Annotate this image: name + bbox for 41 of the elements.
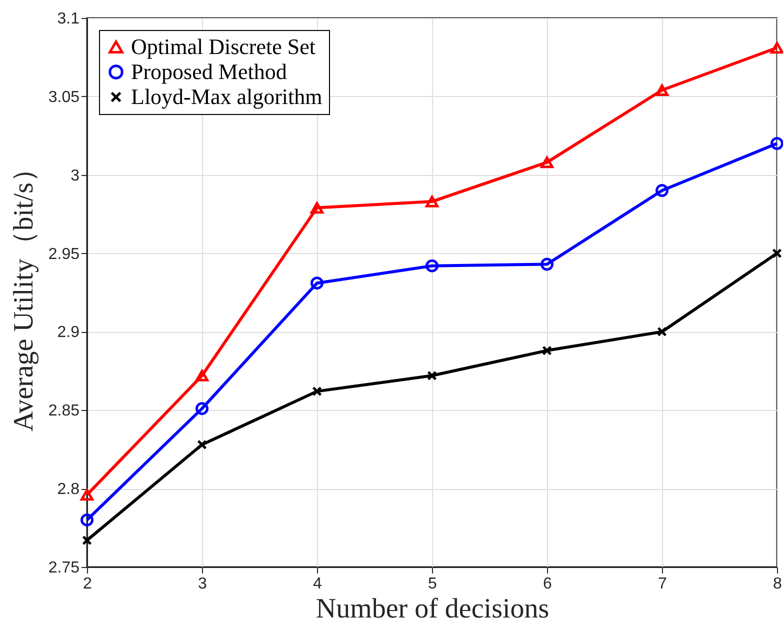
legend-label: Lloyd-Max algorithm	[131, 84, 322, 109]
point	[656, 184, 668, 198]
x-tick-label: 2	[83, 576, 92, 592]
point	[80, 513, 94, 526]
x-tick-label: 7	[658, 576, 668, 592]
point	[657, 326, 667, 337]
point	[310, 276, 324, 290]
point	[196, 402, 208, 416]
y-tick-label: 2.75	[48, 560, 80, 576]
x-tick-label: 4	[313, 576, 322, 592]
point	[770, 137, 783, 150]
x-tick-label: 8	[773, 576, 782, 592]
y-tick-label: 3.05	[48, 88, 80, 106]
point	[426, 196, 438, 208]
point	[310, 202, 324, 214]
point	[770, 42, 783, 54]
point	[772, 248, 782, 258]
point	[82, 535, 92, 546]
x-tick-label: 6	[543, 576, 552, 592]
x-tick-label: 5	[428, 576, 438, 592]
point	[427, 370, 437, 381]
y-tick-label: 2.9	[57, 324, 80, 342]
legend-label: Proposed Method	[131, 59, 287, 84]
point	[426, 259, 438, 272]
point	[656, 84, 668, 96]
point	[197, 440, 207, 450]
point	[542, 346, 552, 356]
point	[312, 386, 322, 396]
y-tick-label: 2.8	[57, 481, 80, 498]
y-tick-label: 3	[70, 167, 80, 184]
y-tick-label: 2.85	[48, 402, 80, 420]
y-axis-title: Average Utility（bit/s）	[8, 154, 40, 432]
point	[80, 489, 94, 501]
point	[540, 258, 554, 271]
x-axis-title: Number of decisions	[316, 594, 550, 624]
legend-label: Optimal Discrete Set	[131, 34, 316, 59]
point	[540, 156, 554, 168]
y-tick-label: 3.1	[57, 10, 80, 28]
y-tick-label: 2.95	[48, 246, 80, 263]
point	[196, 370, 208, 382]
x-tick-label: 3	[198, 576, 208, 592]
